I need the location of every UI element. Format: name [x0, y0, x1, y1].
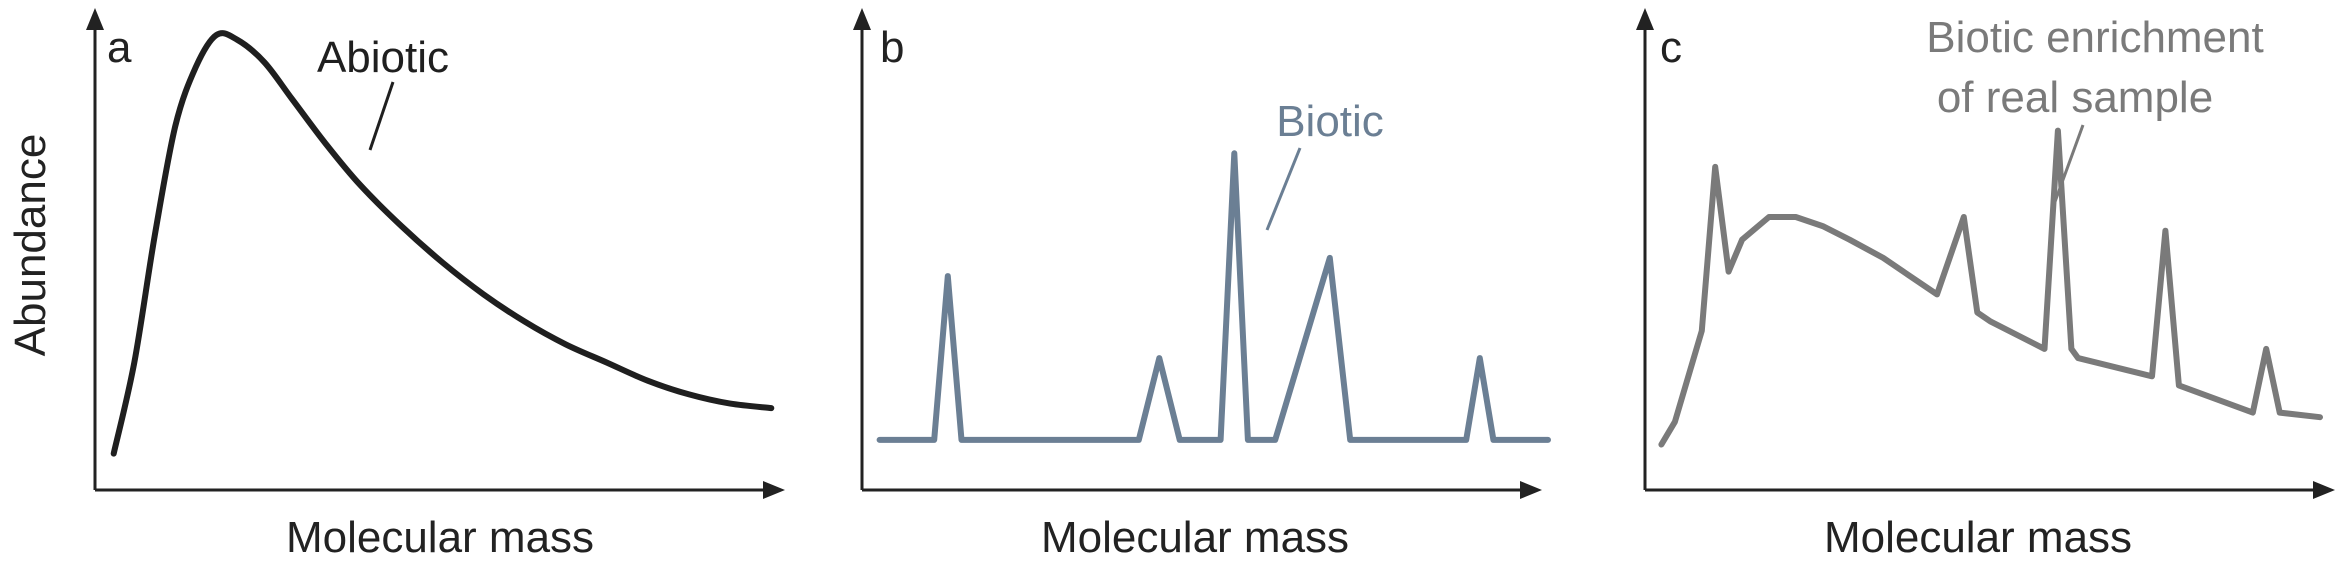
- panel-a-series-abiotic-line: [110, 30, 775, 457]
- panel-b-letter: b: [880, 23, 904, 72]
- panel-b-y-axis-arrow: [853, 8, 871, 30]
- panel-c-series-enrichment-line: [1658, 127, 2323, 448]
- panel-b-x-axis-arrow: [1520, 481, 1542, 499]
- panel-c-letter: c: [1660, 23, 1682, 72]
- panel-a-annotation-abiotic: Abiotic: [317, 33, 449, 82]
- panel-c-x-axis-title: Molecular mass: [1824, 513, 2132, 562]
- panel-a-x-axis-arrow: [763, 481, 785, 499]
- panel-c-annotation-leader: [2050, 124, 2085, 211]
- panel-b-annotation-leader: [1265, 147, 1302, 231]
- panel-a-letter: a: [107, 23, 132, 72]
- panel-a-y-axis-arrow: [86, 8, 104, 30]
- panel-a-annotation-leader: [368, 81, 395, 151]
- panel-b-x-axis-title: Molecular mass: [1041, 513, 1349, 562]
- panel-c-annotation-line-2: of real sample: [1937, 73, 2213, 122]
- panel-a-y-axis-title: Abundance: [6, 134, 55, 357]
- panel-a: a Abundance Molecular mass Abiotic: [6, 8, 785, 562]
- panel-c: c Molecular mass Biotic enrichment of re…: [1636, 8, 2335, 562]
- panel-c-y-axis-arrow: [1636, 8, 1654, 30]
- panel-c-x-axis-arrow: [2313, 481, 2335, 499]
- panel-b-annotation-biotic: Biotic: [1276, 97, 1384, 146]
- panel-b: b Molecular mass Biotic: [853, 8, 1551, 562]
- panel-c-annotation-line-1: Biotic enrichment: [1926, 13, 2263, 62]
- panel-b-series-biotic-line: [876, 150, 1551, 443]
- panel-a-x-axis-title: Molecular mass: [286, 513, 594, 562]
